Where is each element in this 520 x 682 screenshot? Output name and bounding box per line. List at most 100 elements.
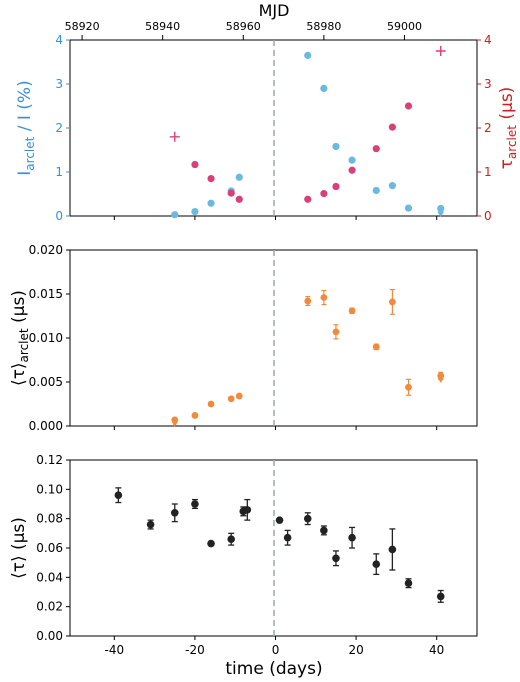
data-point (235, 195, 243, 203)
middle-points (171, 289, 445, 427)
y-tick-label: 1 (55, 165, 63, 179)
bottom-panel-frame (69, 459, 478, 637)
plus-marker (435, 46, 446, 56)
x-tick-label: 20 (348, 643, 363, 657)
data-point (388, 545, 397, 554)
data-point (304, 51, 312, 60)
y-tick-label: 0 (484, 209, 492, 223)
data-point (207, 539, 215, 548)
x-tick-label: 40 (429, 643, 444, 657)
data-point (388, 123, 396, 131)
mjd-tick-label: 59000 (387, 20, 422, 33)
mjd-tick-label: 58980 (306, 20, 341, 33)
data-point (303, 514, 312, 523)
y-tick-label: 3 (484, 77, 492, 91)
data-point (207, 400, 215, 408)
arclet-fraction-panel: 0 1 2 3 4 0 1 2 3 4 Iarclet / I (%) τarclet (μs) (15, 33, 519, 223)
top-points (169, 46, 446, 219)
top-left-ylabel: Iarclet / I (%) (15, 80, 37, 175)
x-tick-label: 0 (272, 643, 280, 657)
data-point (348, 307, 356, 315)
data-point (191, 208, 199, 216)
y-tick-label: 0 (55, 209, 63, 223)
data-point (404, 102, 413, 110)
y-tick-label: 2 (484, 121, 492, 135)
data-point (170, 509, 179, 517)
y-tick-label: 0.10 (36, 482, 63, 496)
mjd-axis-label: MJD (259, 1, 290, 20)
data-point (405, 383, 412, 391)
data-point (171, 416, 179, 424)
data-point (227, 189, 235, 197)
y-tick-label: 0.00 (36, 629, 63, 643)
x-axis-label: time (days) (225, 659, 322, 679)
bottom-points (114, 487, 445, 603)
data-point (436, 592, 445, 601)
data-point (437, 372, 445, 380)
top-x-ticks (113, 216, 438, 220)
data-point (235, 392, 243, 400)
plus-marker (169, 131, 180, 142)
top-panel-frame (69, 39, 478, 217)
data-point (404, 204, 413, 212)
data-point (332, 142, 340, 151)
y-tick-label: 0.010 (29, 331, 63, 345)
data-point (372, 186, 380, 195)
data-point (372, 343, 380, 351)
x-tick-label: -40 (105, 643, 125, 657)
mjd-tick-label: 58920 (65, 20, 100, 33)
limit-marker (437, 377, 444, 383)
bottom-ylabel: ⟨τ⟩ (μs) (9, 517, 29, 579)
middle-y-ticks: 0.000 0.005 0.010 0.015 0.020 (29, 243, 70, 433)
data-point (404, 579, 413, 587)
arclet-delay-panel: 0.000 0.005 0.010 0.015 0.020 ⟨τ⟩arclet (μs) (9, 243, 478, 433)
top-right-ylabel: τarclet (μs) (497, 87, 519, 170)
bottom-y-ticks: 0.00 0.02 0.04 0.06 0.08 0.10 0.12 (36, 453, 70, 643)
data-point (235, 173, 243, 181)
data-point (320, 294, 328, 301)
data-point (283, 533, 292, 542)
mjd-tick-label: 58960 (226, 20, 261, 33)
data-point (348, 166, 356, 174)
y-tick-label: 4 (484, 33, 492, 47)
y-tick-label: 0.06 (36, 541, 63, 555)
data-point (191, 500, 199, 508)
middle-panel-frame (69, 249, 478, 427)
middle-x-ticks (113, 426, 438, 430)
y-tick-label: 1 (484, 165, 492, 179)
data-point (348, 156, 356, 164)
y-tick-label: 0.12 (36, 453, 63, 467)
mean-delay-panel: 0.00 0.02 0.04 0.06 0.08 0.10 0.12 -40 -20 0 20 40… (9, 453, 478, 657)
data-point (372, 145, 380, 153)
data-point (275, 516, 284, 524)
y-tick-label: 0.015 (29, 287, 63, 301)
data-point (348, 533, 356, 542)
data-point (372, 560, 381, 568)
limit-marker (171, 421, 178, 427)
y-tick-label: 0.08 (36, 512, 63, 526)
data-point (304, 195, 312, 203)
data-point (114, 491, 123, 500)
limit-marker (437, 211, 445, 217)
bottom-x-ticks: -40 -20 0 20 40 (105, 636, 444, 657)
data-point (388, 298, 396, 306)
data-point (437, 204, 445, 213)
data-point (146, 520, 155, 529)
y-tick-label: 0.04 (36, 570, 63, 584)
y-tick-label: 3 (55, 77, 63, 91)
data-point (191, 160, 199, 169)
y-tick-label: 0.02 (36, 600, 63, 614)
data-point (171, 211, 179, 219)
mjd-tick-label: 58940 (145, 20, 180, 33)
data-point (332, 182, 340, 191)
y-tick-label: 0.005 (29, 375, 63, 389)
middle-ylabel: ⟨τ⟩arclet (μs) (9, 290, 31, 386)
data-point (191, 412, 199, 419)
y-tick-label: 4 (55, 33, 63, 47)
data-point (320, 526, 328, 535)
y-tick-label: 0.000 (29, 419, 63, 433)
y-tick-label: 2 (55, 121, 63, 135)
data-point (227, 395, 235, 403)
top-right-y-ticks: 0 1 2 3 4 (477, 33, 492, 223)
